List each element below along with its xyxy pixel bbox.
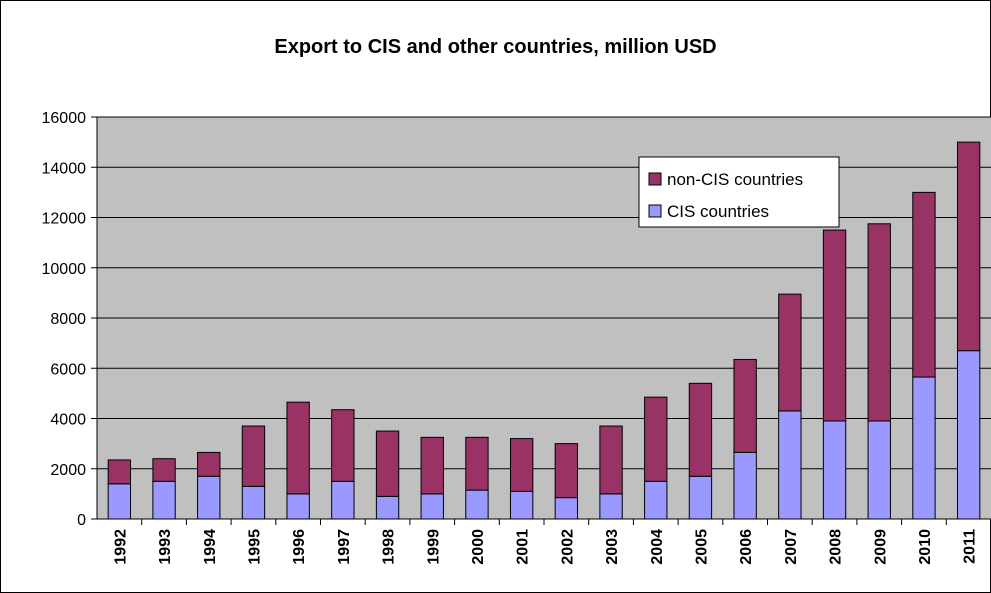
bar-non-cis (509, 438, 534, 492)
x-tick-label: 2009 (872, 529, 889, 565)
bar-cis (822, 420, 847, 520)
x-tick-label: 2001 (515, 529, 532, 565)
bar-non-cis (956, 141, 981, 352)
bar-cis (956, 350, 981, 520)
bar-cis (107, 483, 132, 520)
bar-non-cis (554, 443, 579, 499)
x-tick-label: 2003 (604, 529, 621, 565)
x-tick-label: 1999 (425, 529, 442, 565)
bar-cis (286, 493, 310, 520)
y-tick-label: 8000 (50, 311, 86, 328)
x-tick-label: 1998 (381, 529, 398, 565)
bar-cis (509, 490, 534, 520)
bar-non-cis (867, 223, 891, 422)
bar-cis (778, 410, 802, 520)
bar-cis (375, 495, 400, 520)
x-tick-label: 1993 (157, 529, 174, 565)
bar-cis (688, 475, 713, 520)
bar-cis (554, 497, 579, 520)
bar-non-cis (331, 409, 355, 482)
bar-cis (420, 493, 444, 520)
legend-box (638, 156, 840, 228)
bar-non-cis (688, 382, 713, 477)
x-tick-label: 2010 (917, 529, 934, 565)
bar-non-cis (241, 425, 266, 487)
bar-non-cis (465, 436, 489, 491)
x-tick-label: 2005 (693, 529, 710, 565)
bar-non-cis (599, 425, 623, 495)
bar-cis (241, 485, 266, 520)
y-tick-label: 16000 (42, 110, 87, 127)
x-tick-label: 2007 (783, 529, 800, 565)
bar-cis (599, 493, 623, 520)
y-tick-label: 4000 (50, 412, 86, 429)
bar-cis (733, 451, 757, 520)
x-tick-label: 2004 (649, 529, 666, 565)
y-tick-label: 12000 (42, 211, 87, 228)
bar-cis (912, 376, 936, 520)
chart-title: Export to CIS and other countries, milli… (274, 36, 717, 58)
bar-non-cis (197, 451, 221, 477)
bar-non-cis (152, 458, 176, 482)
y-tick-label: 6000 (50, 361, 86, 378)
y-tick-label: 2000 (50, 462, 86, 479)
x-tick-label: 1995 (246, 529, 263, 565)
x-tick-label: 2006 (738, 529, 755, 565)
x-tick-label: 2000 (470, 529, 487, 565)
bar-non-cis (644, 396, 668, 482)
bar-cis (867, 420, 891, 520)
x-tick-label: 1996 (291, 529, 308, 565)
bar-cis (197, 475, 221, 520)
y-tick-label: 10000 (42, 261, 87, 278)
legend-label-non-cis: non-CIS countries (667, 170, 803, 189)
x-tick-label: 2002 (559, 529, 576, 565)
legend-swatch-non-cis (648, 172, 662, 186)
bar-non-cis (286, 401, 310, 495)
bar-non-cis (420, 436, 444, 495)
bar-non-cis (778, 293, 802, 412)
x-tick-label: 2011 (962, 529, 979, 564)
legend-label-cis: CIS countries (667, 202, 769, 221)
y-tick-label: 0 (77, 512, 86, 529)
x-tick-label: 1997 (336, 529, 353, 565)
bar-non-cis (107, 459, 132, 485)
bar-non-cis (912, 191, 936, 378)
x-tick-label: 1992 (112, 529, 129, 565)
x-tick-label: 2008 (828, 529, 845, 565)
bar-non-cis (375, 430, 400, 497)
bar-non-cis (822, 229, 847, 422)
bar-cis (331, 480, 355, 520)
legend-swatch-cis (648, 204, 662, 218)
y-tick-label: 14000 (42, 160, 87, 177)
bar-cis (465, 489, 489, 520)
bar-cis (644, 480, 668, 520)
bar-non-cis (733, 358, 757, 453)
x-tick-label: 1994 (202, 529, 219, 565)
bar-cis (152, 480, 176, 520)
